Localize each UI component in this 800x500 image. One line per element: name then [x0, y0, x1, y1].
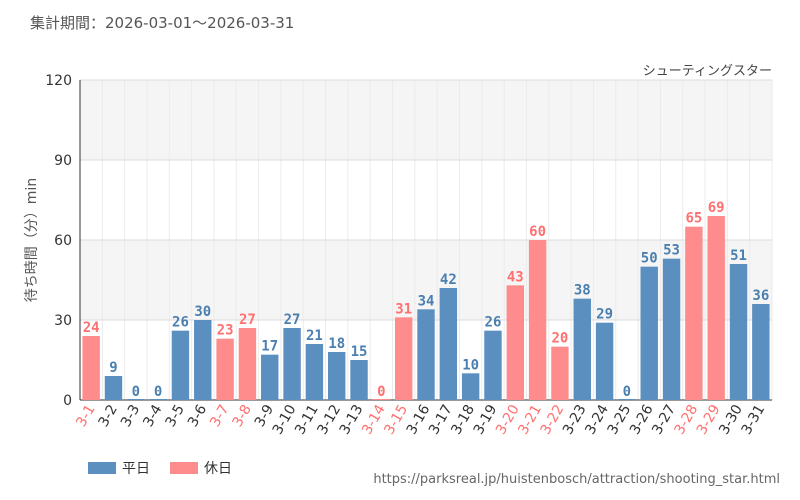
data-label: 27	[284, 312, 301, 328]
bar	[417, 309, 435, 400]
bar	[506, 285, 524, 400]
bar	[551, 346, 569, 400]
data-label: 30	[194, 304, 211, 320]
data-label: 29	[596, 307, 613, 323]
bar	[528, 240, 547, 400]
source-url: https://parksreal.jp/huistenbosch/attrac…	[373, 472, 780, 487]
bar	[104, 376, 123, 400]
legend-label-holiday: 休日	[204, 461, 232, 477]
data-label: 27	[239, 312, 256, 328]
data-label: 50	[641, 251, 658, 267]
bar	[685, 226, 703, 400]
data-label: 0	[132, 384, 140, 400]
data-label: 10	[462, 357, 479, 373]
data-label: 69	[708, 200, 725, 216]
x-tick-label: 3-6	[185, 402, 210, 430]
y-axis-label: 待ち時間（分）min	[24, 178, 40, 302]
bar	[484, 330, 502, 400]
collection-period: 集計期間：2026-03-01～2026-03-31	[30, 14, 295, 32]
data-label: 38	[574, 283, 591, 299]
data-label: 17	[261, 339, 278, 355]
data-label: 53	[663, 243, 680, 259]
bar	[618, 399, 636, 400]
data-label: 20	[552, 331, 569, 347]
x-tick-label: 3-8	[230, 402, 255, 430]
bar	[350, 360, 368, 400]
y-tick-label: 120	[45, 73, 72, 89]
legend-item-holiday: 休日	[170, 458, 232, 478]
legend-item-weekday: 平日	[88, 458, 150, 478]
data-label: 36	[752, 288, 769, 304]
x-tick-label: 3-7	[207, 402, 232, 430]
legend: 平日 休日	[88, 458, 244, 478]
x-tick-label: 3-5	[163, 402, 188, 430]
bar	[595, 322, 614, 400]
bar	[216, 338, 234, 400]
legend-swatch-holiday	[170, 462, 198, 474]
bar	[238, 328, 257, 400]
bar	[707, 216, 725, 400]
bar	[640, 266, 658, 400]
band-90-120	[80, 80, 772, 160]
data-label: 9	[109, 360, 117, 376]
chart-title: シューティングスター	[642, 64, 772, 79]
bar	[573, 298, 591, 400]
bar	[127, 399, 145, 400]
data-label: 0	[623, 384, 631, 400]
x-tick-label: 3-1	[73, 402, 98, 430]
data-label: 43	[507, 269, 524, 285]
data-label: 34	[418, 293, 435, 309]
band-60-90	[80, 160, 772, 240]
bar	[194, 320, 212, 400]
bar	[394, 317, 413, 400]
data-label: 26	[172, 315, 189, 331]
data-label: 60	[529, 224, 546, 240]
bar	[305, 344, 324, 400]
bar	[261, 354, 279, 400]
y-tick-label: 90	[54, 153, 72, 169]
y-tick-label: 0	[63, 393, 72, 409]
x-tick-label: 3-4	[140, 402, 165, 430]
data-label: 23	[217, 323, 234, 339]
y-tick-label: 60	[54, 233, 72, 249]
data-label: 18	[328, 336, 345, 352]
data-label: 0	[154, 384, 162, 400]
x-tick-label: 3-3	[118, 402, 143, 430]
y-tick-label: 30	[54, 313, 72, 329]
data-label: 51	[730, 248, 747, 264]
legend-swatch-weekday	[88, 462, 116, 474]
legend-label-weekday: 平日	[122, 461, 150, 477]
bar	[171, 330, 190, 400]
data-label: 31	[395, 301, 412, 317]
data-label: 65	[685, 211, 702, 227]
bar	[82, 336, 100, 400]
bar	[662, 258, 681, 400]
bar	[283, 328, 301, 400]
bar	[372, 399, 391, 400]
data-label: 42	[440, 272, 457, 288]
bar	[729, 264, 748, 400]
x-tick-label: 3-31	[739, 402, 769, 438]
x-tick-label: 3-2	[96, 402, 121, 430]
bar	[149, 399, 167, 400]
data-label: 15	[351, 344, 368, 360]
bar	[752, 304, 770, 400]
data-label: 0	[377, 384, 385, 400]
data-label: 24	[83, 320, 100, 336]
bar	[439, 288, 458, 400]
data-label: 26	[485, 315, 502, 331]
data-label: 21	[306, 328, 323, 344]
bar	[461, 373, 480, 400]
bar	[328, 352, 346, 400]
